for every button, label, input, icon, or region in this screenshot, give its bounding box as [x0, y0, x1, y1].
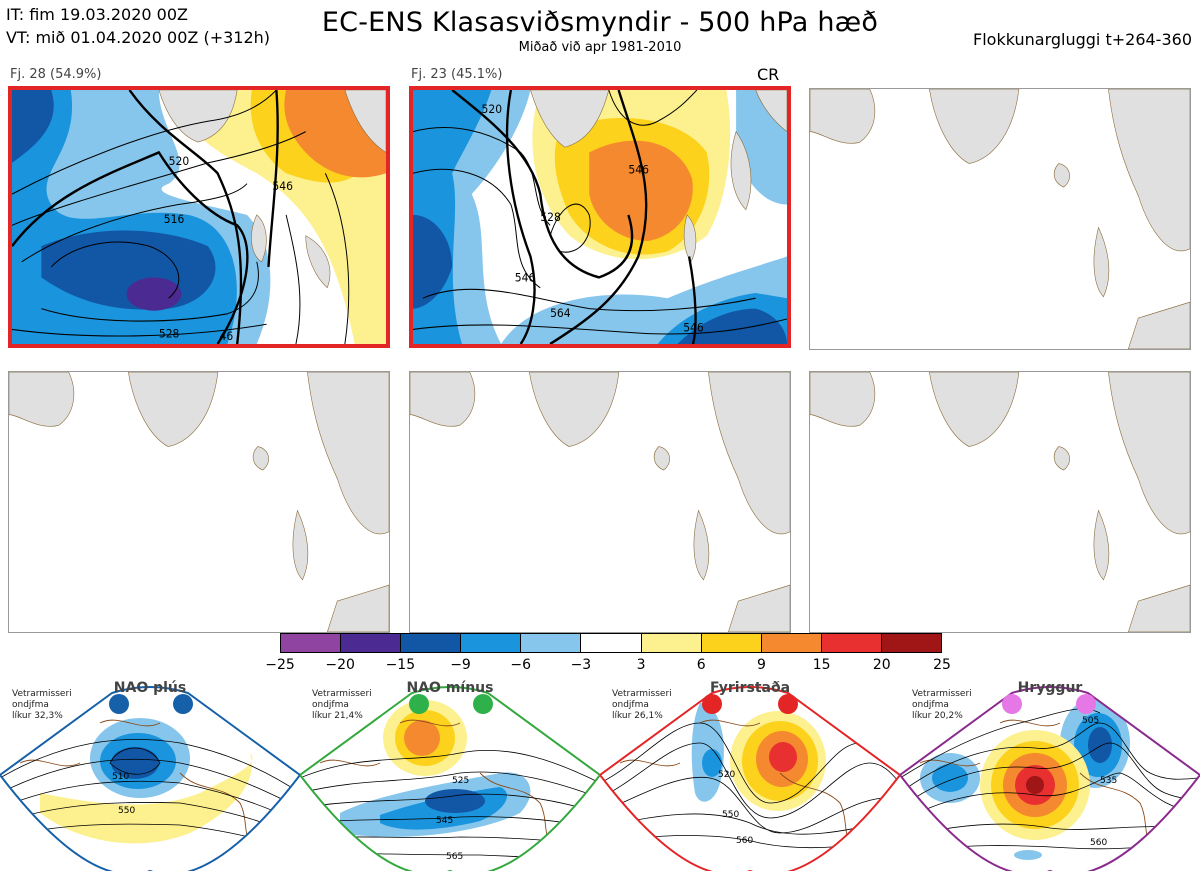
- classification-window: Flokkunargluggi t+264-360: [973, 30, 1192, 49]
- cluster-1-field: 520 516 546 528 46: [12, 90, 386, 344]
- empty-land-map: [810, 89, 1190, 349]
- colorbar-swatch: [881, 634, 942, 652]
- contour-label: 520: [718, 770, 735, 780]
- contour-label: 546: [683, 321, 704, 334]
- regime-marker-dot: [173, 694, 193, 714]
- regime-marker-dot: [409, 694, 429, 714]
- colorbar-tick-label: 9: [756, 657, 766, 673]
- contour-label: 46: [220, 330, 234, 343]
- regime-marker-dot: [109, 694, 129, 714]
- regime-frame: [0, 686, 300, 871]
- colorbar-tick-label: 15: [812, 657, 831, 673]
- colorbar-tick-label: 6: [696, 657, 706, 673]
- contour-label: 525: [452, 776, 469, 786]
- contour-label: 510: [112, 772, 129, 782]
- contour-label: 516: [164, 213, 185, 226]
- cluster-map-2[interactable]: 520 546 528 546 564 546: [409, 86, 791, 348]
- regime-map: 505 535 560: [900, 686, 1200, 871]
- contour-label: 520: [169, 155, 190, 168]
- regime-marker-dot: [778, 694, 798, 714]
- contour-label: 535: [1100, 776, 1117, 786]
- cluster-map-3: [809, 88, 1191, 350]
- contour-label: 565: [446, 852, 463, 862]
- colorbar-tick-label: −9: [450, 657, 471, 673]
- regime-title: NAO mínus: [406, 680, 494, 696]
- colorbar-swatch: [821, 634, 882, 652]
- regime-marker-dot: [473, 694, 493, 714]
- colorbar-swatch: [761, 634, 822, 652]
- panel-2-tag: CR: [757, 65, 780, 84]
- colorbar-tick-label: −6: [510, 657, 532, 673]
- contour-label: 564: [550, 307, 571, 320]
- regime-title: NAO plús: [113, 680, 187, 696]
- contour-label: 546: [272, 180, 293, 193]
- cluster-map-5: [409, 371, 791, 633]
- regime-info: Vetrarmisseri ondjfma líkur 21,4%: [312, 689, 372, 721]
- contour-label: 546: [515, 271, 536, 284]
- regime-info: Vetrarmisseri ondjfma líkur 26,1%: [612, 689, 672, 721]
- regime-map: 525 545 565: [300, 686, 600, 871]
- valid-time: VT: mið 01.04.2020 00Z (+312h): [6, 28, 271, 47]
- contour-label: 546: [628, 163, 649, 176]
- cluster-map-1[interactable]: 520 516 546 528 46: [8, 86, 390, 348]
- cluster-map-6: [809, 371, 1191, 633]
- colorbar-swatch: [641, 634, 702, 652]
- regime-frame: [300, 686, 600, 871]
- page-subtitle: Miðað við apr 1981-2010: [518, 40, 682, 55]
- initial-time: IT: fim 19.03.2020 00Z: [6, 5, 188, 24]
- colorbar-tick-label: −25: [265, 657, 295, 673]
- regime-frame: [900, 686, 1200, 871]
- colorbar-tick-label: −20: [325, 657, 355, 673]
- colorbar-swatch: [701, 634, 762, 652]
- regime-title: Fyrirstaða: [709, 680, 791, 696]
- regime-info: Vetrarmisseri ondjfma líkur 32,3%: [12, 689, 72, 721]
- empty-land-map: [9, 372, 389, 632]
- colorbar-swatch: [581, 634, 642, 652]
- regime-blocking: 520 550 560 Fyrirstaða Vetrarmisseri ondj…: [600, 680, 900, 871]
- contour-label: 520: [482, 103, 503, 116]
- cluster-map-4: [8, 371, 390, 633]
- regime-nao-minus: 525 545 565 NAO mínus Vetrarmisseri ondjf…: [300, 680, 600, 871]
- regime-marker-dot: [1076, 694, 1096, 714]
- regime-marker-dot: [1002, 694, 1022, 714]
- contour-label: 550: [118, 806, 135, 816]
- regime-map: 510 550: [0, 686, 300, 871]
- cluster-2-field: 520 546 528 546 564 546: [413, 90, 787, 344]
- contour-label: 560: [1090, 838, 1107, 848]
- colorbar-swatch: [461, 634, 522, 652]
- colorbar-tick-label: 25: [933, 657, 951, 673]
- regime-nao-plus: 510 550 NAO plús Vetrarmisseri ondjfma lík…: [0, 680, 300, 871]
- regime-ridge: 505 535 560 Hryggur Vetrarmisseri ondjfma…: [900, 680, 1200, 871]
- contour-label: 550: [722, 810, 739, 820]
- page-title: EC-ENS Klasasviðsmyndir - 500 hPa hæð: [321, 7, 879, 38]
- colorbar-tick-label: −15: [385, 657, 416, 673]
- colorbar-swatch: [521, 634, 582, 652]
- panel-1-label: Fj. 28 (54.9%): [10, 67, 102, 82]
- contour-label: 545: [436, 816, 453, 826]
- contour-label: 560: [736, 836, 753, 846]
- empty-land-map: [810, 372, 1190, 632]
- colorbar-tick-label: 20: [872, 657, 891, 673]
- regime-frame: [600, 686, 900, 871]
- contour-label: 528: [540, 211, 561, 224]
- anomaly-colorbar: [280, 633, 942, 653]
- colorbar-swatch: [341, 634, 402, 652]
- colorbar-swatch: [281, 634, 342, 652]
- colorbar-tick-label: −3: [570, 657, 592, 673]
- contour-label: 505: [1082, 716, 1099, 726]
- colorbar-swatch: [401, 634, 462, 652]
- colorbar-tick-label: 3: [636, 657, 646, 673]
- regime-marker-dot: [702, 694, 722, 714]
- panel-2-label: Fj. 23 (45.1%): [411, 67, 503, 82]
- contour-label: 528: [159, 327, 180, 340]
- regime-title: Hryggur: [1017, 680, 1083, 696]
- regime-info: Vetrarmisseri ondjfma líkur 20,2%: [912, 689, 972, 721]
- empty-land-map: [410, 372, 790, 632]
- regime-map: 520 550 560: [600, 686, 900, 871]
